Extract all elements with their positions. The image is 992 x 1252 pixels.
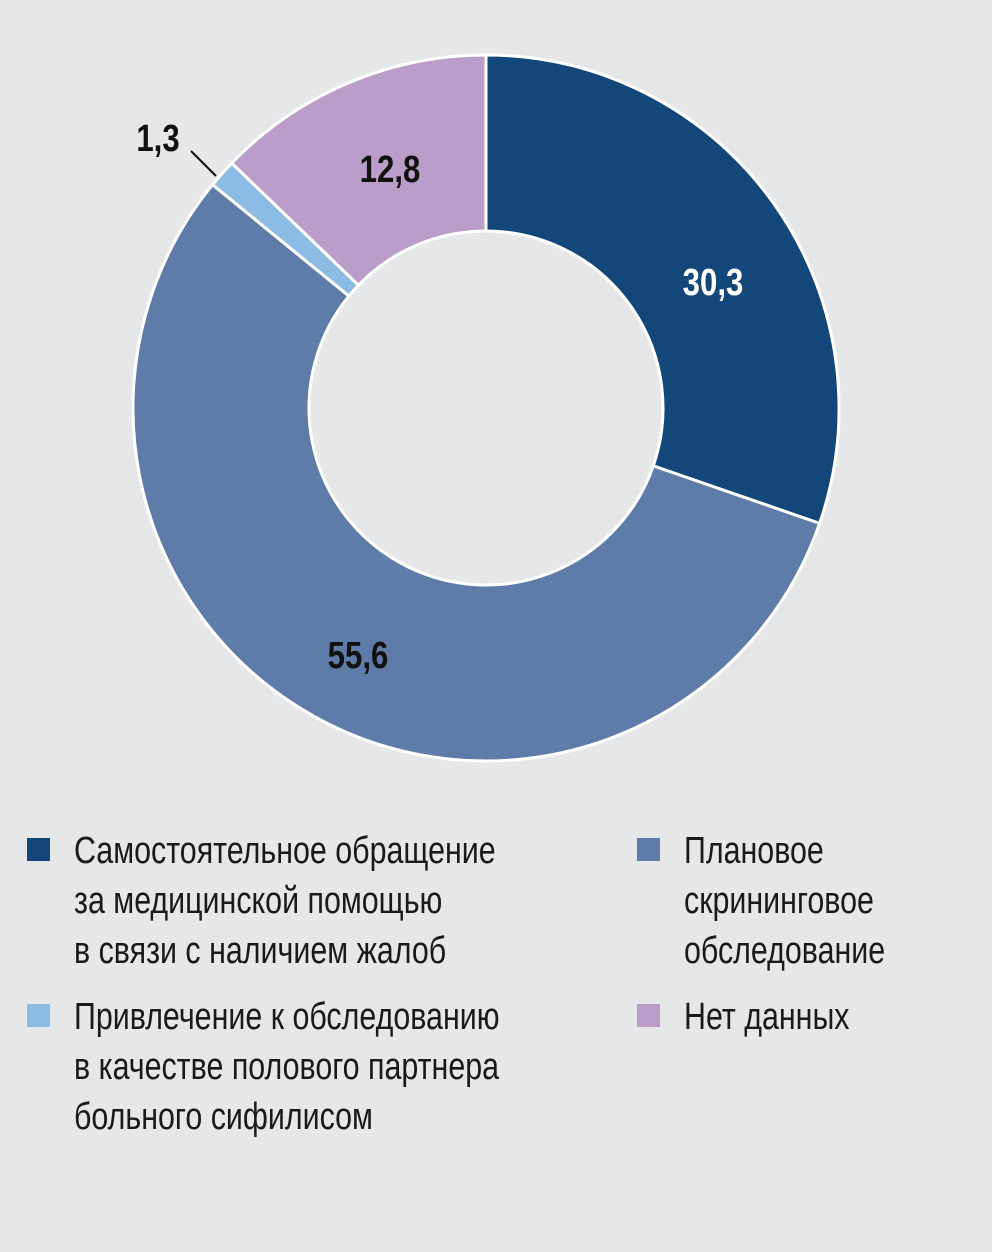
legend-swatch: [637, 838, 660, 861]
legend-swatch: [27, 1004, 50, 1027]
donut-chart: 30,3 55,6 1,3 12,8: [131, 53, 841, 763]
legend-label: Привлечение к обследованию в качестве по…: [74, 996, 500, 1138]
slice-value-label: 30,3: [683, 262, 744, 304]
legend-item-screening: Плановое скрининговое обследование: [637, 826, 992, 976]
legend-item-self-referral: Самостоятельное обращение за медицинской…: [27, 826, 774, 976]
donut-slice: [229, 53, 488, 288]
legend-label: Плановое скрининговое обследование: [684, 830, 886, 972]
donut-slice: [131, 182, 822, 763]
legend-label: Нет данных: [684, 996, 850, 1038]
slice-value-label: 1,3: [136, 118, 179, 160]
legend-swatch: [27, 838, 50, 861]
legend-swatch: [637, 1004, 660, 1027]
leader-line: [190, 150, 217, 177]
slice-value-label: 55,6: [328, 635, 389, 677]
legend-item-partner: Привлечение к обследованию в качестве по…: [27, 992, 774, 1142]
legend-label: Самостоятельное обращение за медицинской…: [74, 830, 496, 972]
slice-value-label: 12,8: [360, 149, 421, 191]
legend-item-no-data: Нет данных: [637, 992, 992, 1042]
donut-slice: [484, 53, 841, 526]
